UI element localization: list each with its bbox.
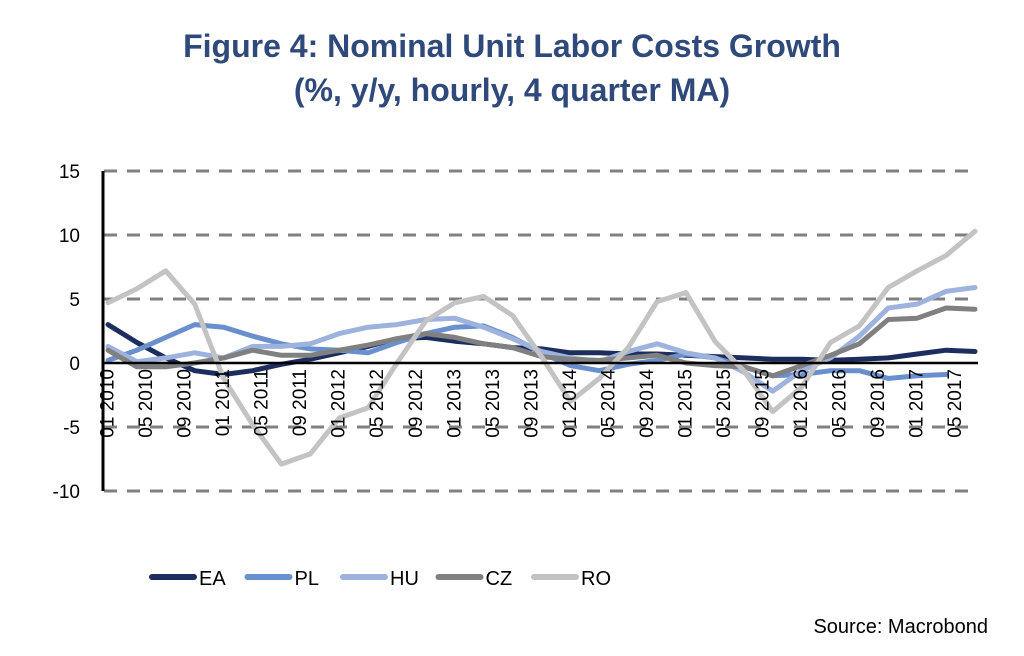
x-tick-label: 05 2017 [945,369,966,438]
series-line-cz [105,305,978,379]
x-tick-label: 01 2016 [791,369,812,438]
x-tick-label: 05 2013 [483,369,504,438]
chart-title: Figure 4: Nominal Unit Labor Costs Growt… [183,28,841,64]
x-tick-label: 01 2013 [444,369,465,438]
source-note: Source: Macrobond [813,616,988,638]
x-tick-label: 01 2017 [907,369,928,438]
y-tick-label: -5 [63,418,80,439]
y-tick-label: 5 [69,290,80,311]
y-tick-label: 10 [59,226,80,247]
x-tick-label: 05 2015 [714,369,735,438]
x-tick-label: 01 2011 [213,369,234,436]
legend-label-ro: RO [581,568,611,590]
x-tick-label: 01 2014 [560,369,581,438]
x-tick-label: 05 2012 [367,369,388,438]
x-tick-label: 01 2015 [676,369,697,438]
x-tick-label: 05 2016 [830,369,851,438]
x-tick-label: 09 2012 [406,369,427,438]
x-tick-label: 09 2015 [753,369,774,438]
x-tick-label: 05 2010 [136,369,157,438]
x-tick-label: 09 2011 [290,369,311,436]
legend-label-pl: PL [295,568,319,590]
x-tick-label: 09 2014 [637,369,658,438]
x-tick-label: 01 2012 [329,369,350,438]
legend-label-ea: EA [199,568,226,590]
x-tick-label: 09 2013 [521,369,542,438]
x-tick-label: 09 2016 [868,369,889,438]
y-tick-label: 15 [59,162,80,183]
x-tick-label: 05 2014 [598,369,619,438]
chart-subtitle: (%, y/y, hourly, 4 quarter MA) [293,72,731,108]
legend-label-cz: CZ [486,568,513,590]
series-line-ro [105,228,978,467]
x-tick-label: 09 2010 [175,369,196,438]
y-tick-label: 0 [69,354,80,375]
y-tick-label: -10 [53,482,80,503]
x-tick-label: 05 2011 [252,369,273,436]
x-tick-label: 01 2010 [98,369,119,438]
legend-label-hu: HU [390,568,419,590]
